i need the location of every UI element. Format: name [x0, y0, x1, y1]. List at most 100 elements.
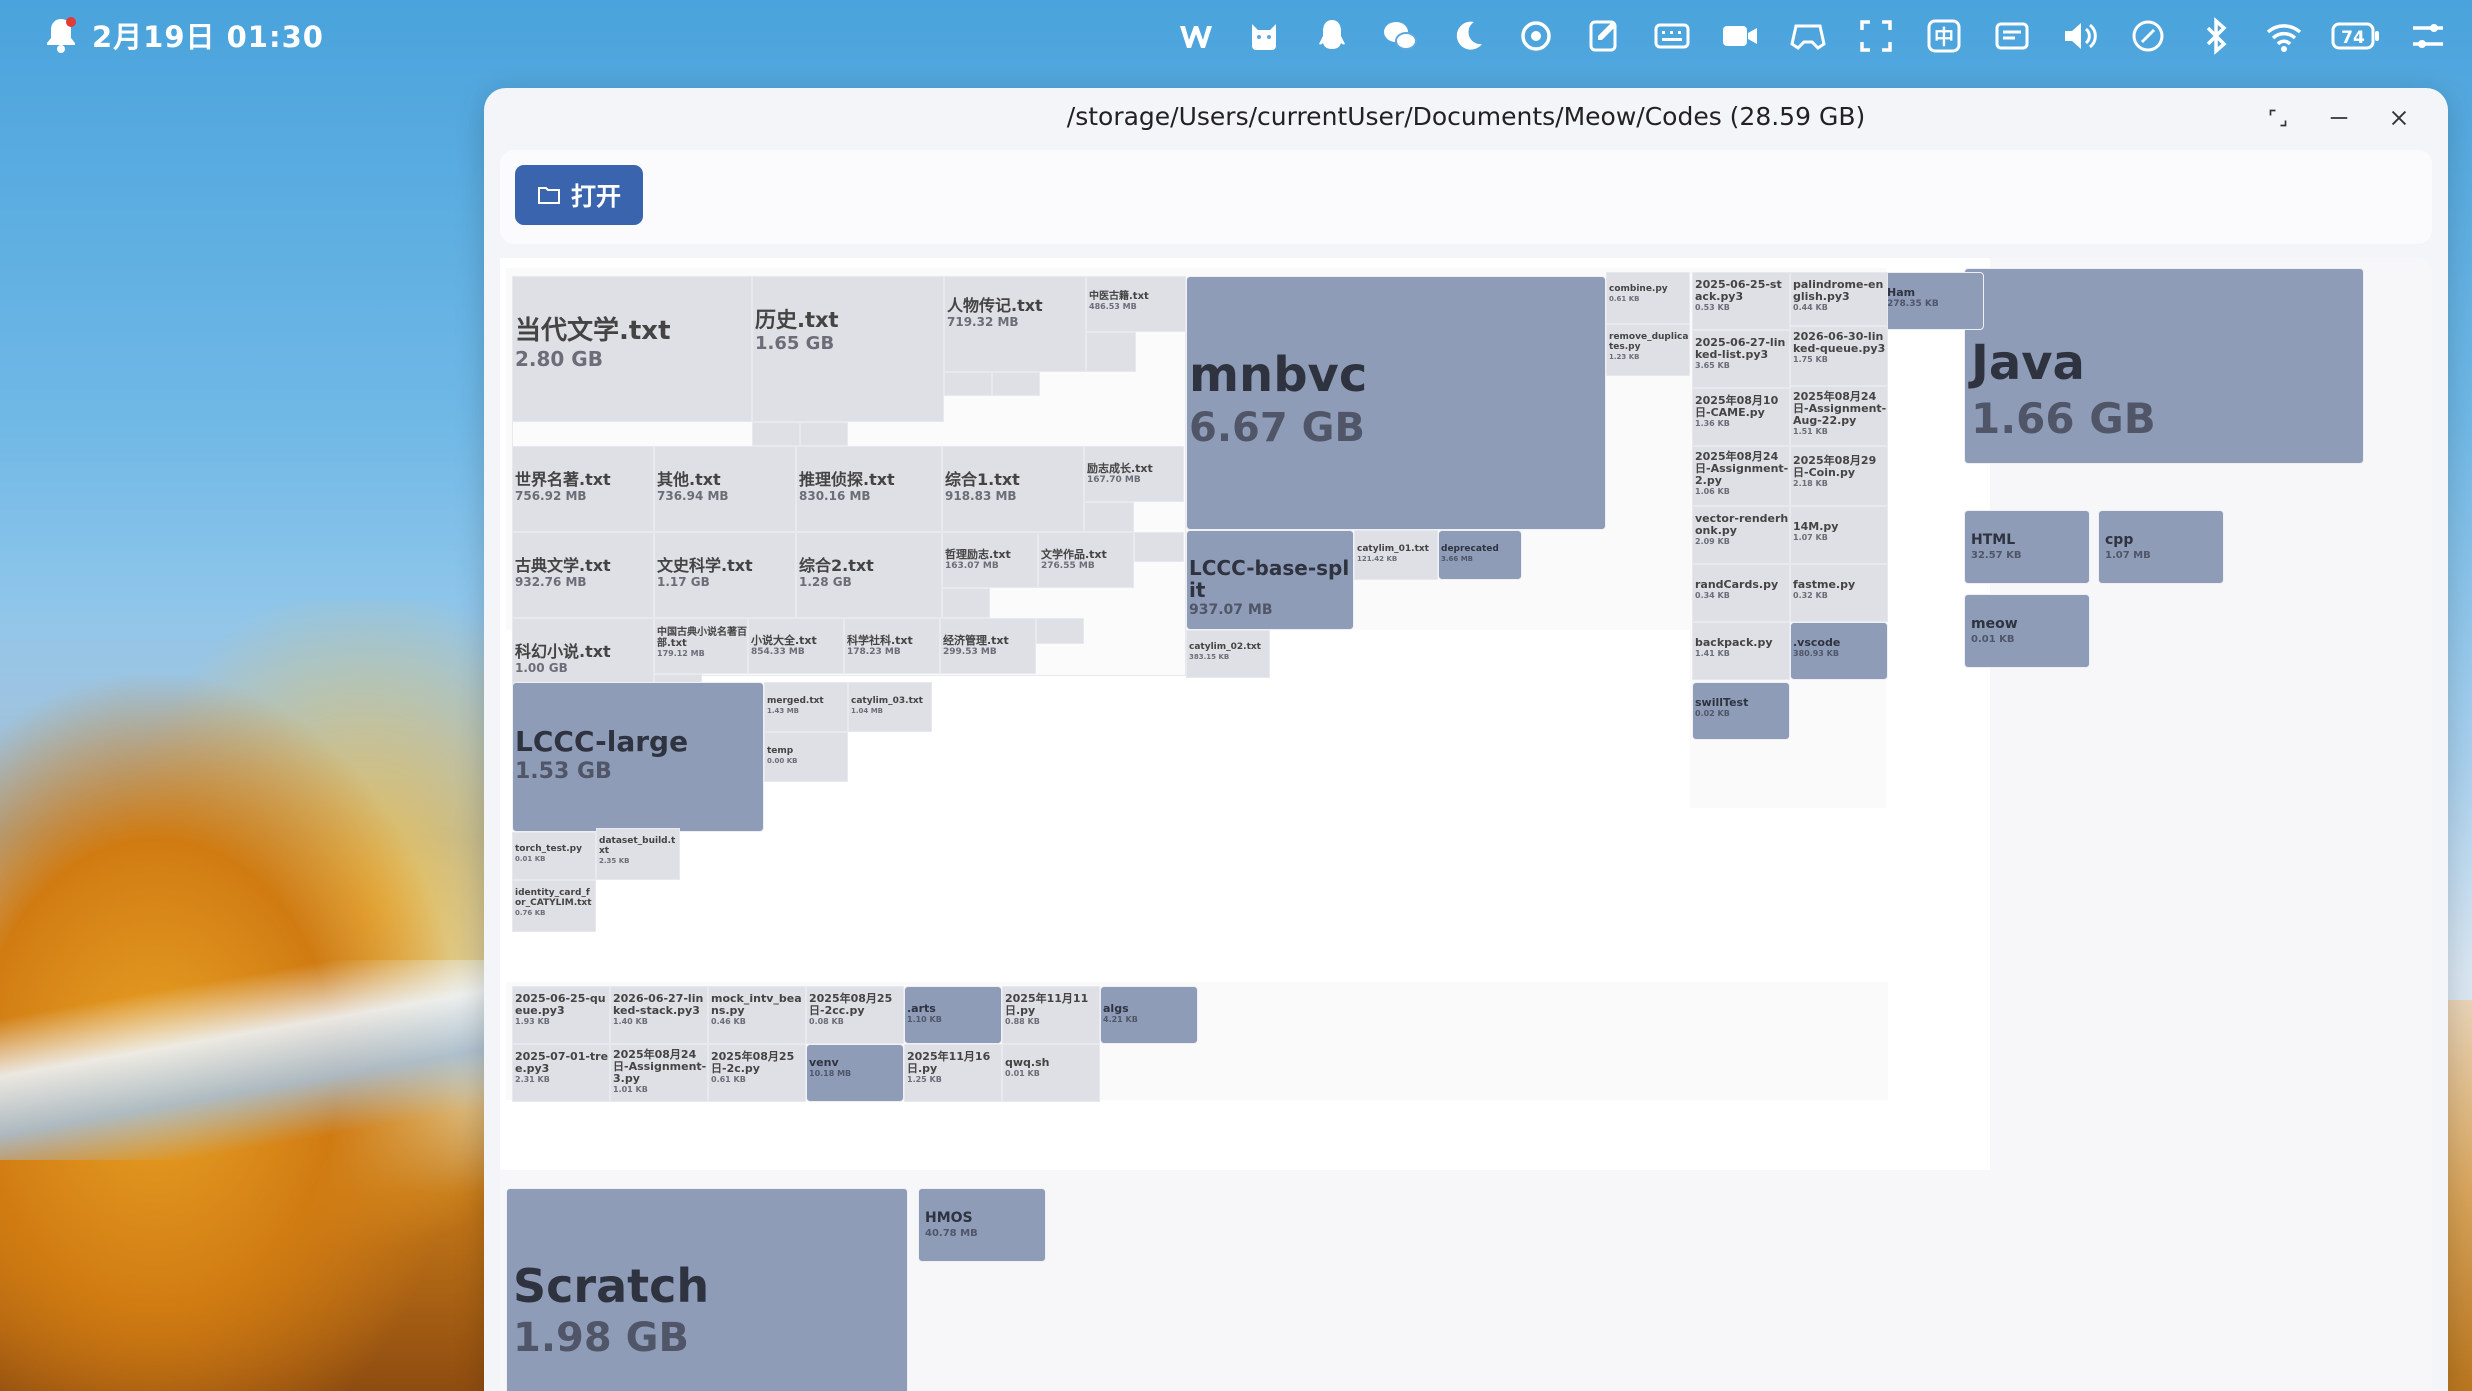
tm-dir-cpp[interactable]: cpp 1.07 MB [2098, 510, 2224, 584]
tm-dir-arts[interactable]: .arts 1.10 KB [904, 986, 1002, 1044]
input-method-icon[interactable] [1990, 14, 2034, 58]
tm-file-py[interactable]: vector-renderhonk.py 2.09 KB [1692, 506, 1790, 564]
tm-file-py[interactable]: fastme.py 0.32 KB [1790, 564, 1888, 622]
tm-file-remove-duplicates[interactable]: remove_duplicates.py 1.23 KB [1606, 324, 1690, 376]
tm-file-small[interactable] [942, 588, 990, 618]
tm-file-book[interactable]: 历史.txt 1.65 GB [752, 276, 944, 422]
close-icon[interactable] [2381, 100, 2417, 136]
tm-file-py[interactable]: palindrome-english.py3 0.44 KB [1790, 272, 1888, 326]
tm-file-small[interactable] [800, 422, 848, 446]
qq-icon[interactable] [1310, 14, 1354, 58]
tm-file-small[interactable] [992, 372, 1040, 396]
control-center-icon[interactable] [2406, 14, 2450, 58]
volume-icon[interactable] [2058, 14, 2102, 58]
tm-file-book[interactable]: 励志成长.txt 167.70 MB [1084, 446, 1184, 502]
tm-file-py[interactable]: 2025年11月11日.py 0.88 KB [1002, 986, 1100, 1044]
video-camera-icon[interactable] [1718, 14, 1762, 58]
tm-file-book[interactable]: 文史科学.txt 1.17 GB [654, 532, 796, 618]
tm-file-book[interactable]: 其他.txt 736.94 MB [654, 446, 796, 532]
tm-file-dataset-build[interactable]: dataset_build.txt 2.35 KB [596, 828, 680, 880]
tm-dir-mnbvc[interactable]: mnbvc 6.67 GB [1186, 276, 1606, 530]
gamepad-icon[interactable] [1786, 14, 1830, 58]
tm-file-catylim01[interactable]: catylim_01.txt 121.42 KB [1354, 530, 1438, 580]
tm-file-catylim03[interactable]: catylim_03.txt 1.04 MB [848, 682, 932, 732]
tm-file-book[interactable]: 中国古典小说名著百部.txt 179.12 MB [654, 618, 748, 674]
tm-file-py[interactable]: 2025年08月25日-2c.py 0.61 KB [708, 1044, 806, 1102]
tm-dir-lccc-large[interactable]: LCCC-large 1.53 GB [512, 682, 764, 832]
window-titlebar[interactable]: /storage/Users/currentUser/Documents/Meo… [484, 88, 2448, 144]
tm-file-identity-card[interactable]: identity_card_for_CATYLIM.txt 0.76 KB [512, 880, 596, 932]
tm-file-py[interactable]: 2025-06-27-linked-list.py3 3.65 KB [1692, 330, 1790, 388]
tm-dir-scratch[interactable]: Scratch 1.98 GB [506, 1188, 908, 1391]
tm-file-book[interactable]: 综合1.txt 918.83 MB [942, 446, 1084, 532]
cat-app-icon[interactable] [1242, 14, 1286, 58]
maximize-icon[interactable] [2260, 100, 2296, 136]
tm-dir-html[interactable]: HTML 32.57 KB [1964, 510, 2090, 584]
tm-file-combine[interactable]: combine.py 0.61 KB [1606, 272, 1690, 324]
tm-file-small[interactable] [752, 422, 800, 446]
tm-file-torch-test[interactable]: torch_test.py 0.01 KB [512, 832, 596, 880]
tm-file-py[interactable]: 2026-06-27-linked-stack.py3 1.40 KB [610, 986, 708, 1044]
nfc-icon[interactable] [2126, 14, 2170, 58]
wechat-icon[interactable] [1378, 14, 1422, 58]
tm-dir-algs[interactable]: algs 4.21 KB [1100, 986, 1198, 1044]
wifi-icon[interactable] [2262, 14, 2306, 58]
tm-dir-swilltest[interactable]: swillTest 0.02 KB [1692, 682, 1790, 740]
tm-file-book[interactable]: 人物传记.txt 719.32 MB [944, 276, 1086, 372]
keyboard-icon[interactable] [1650, 14, 1694, 58]
tm-file-book[interactable]: 哲理励志.txt 163.07 MB [942, 532, 1038, 588]
tm-file-py[interactable]: 2025年08月10日-CAME.py 1.36 KB [1692, 388, 1790, 446]
tm-file-catylim02[interactable]: catylim_02.txt 383.15 KB [1186, 630, 1270, 678]
tm-file-py[interactable]: 2025年08月25日-2cc.py 0.08 KB [806, 986, 904, 1044]
tm-file-small[interactable] [1134, 532, 1184, 562]
tm-file-book[interactable]: 科学社科.txt 178.23 MB [844, 618, 940, 674]
tm-file-py[interactable]: 2025-07-01-tree.py3 2.31 KB [512, 1044, 610, 1102]
tm-file-py[interactable]: 2025年11月16日.py 1.25 KB [904, 1044, 1002, 1102]
notification-bell-icon[interactable] [44, 15, 78, 55]
tm-file-py[interactable]: randCards.py 0.34 KB [1692, 564, 1790, 622]
tm-dir-meow[interactable]: meow 0.01 KB [1964, 594, 2090, 668]
tm-file-py[interactable]: mock_intv_beans.py 0.46 KB [708, 986, 806, 1044]
tm-file-py[interactable]: 14M.py 1.07 KB [1790, 506, 1888, 564]
tm-file-small[interactable] [944, 372, 992, 396]
tm-file-book[interactable]: 古典文学.txt 932.76 MB [512, 532, 654, 618]
screenshot-icon[interactable] [1854, 14, 1898, 58]
tm-dir-hmos[interactable]: HMOS 40.78 MB [918, 1188, 1046, 1262]
notes-icon[interactable] [1582, 14, 1626, 58]
tm-file-book[interactable]: 小说大全.txt 854.33 MB [748, 618, 844, 674]
moon-icon[interactable] [1446, 14, 1490, 58]
tm-file-merged[interactable]: merged.txt 1.43 MB [764, 682, 848, 732]
tm-file-py[interactable]: 2025年08月24日-Assignment-Aug-22.py 1.51 KB [1790, 386, 1888, 446]
tm-file-small[interactable] [1036, 618, 1084, 644]
tm-file-py[interactable]: 2025年08月24日-Assignment-3.py 1.01 KB [610, 1044, 708, 1102]
tm-file-book[interactable]: 经济管理.txt 299.53 MB [940, 618, 1036, 674]
tm-file-book[interactable]: 世界名著.txt 756.92 MB [512, 446, 654, 532]
bluetooth-icon[interactable] [2194, 14, 2238, 58]
tm-file-small[interactable] [1086, 332, 1136, 372]
tm-file-py[interactable]: backpack.py 1.41 KB [1692, 622, 1790, 680]
wps-icon[interactable] [1174, 14, 1218, 58]
tm-file-book[interactable]: 推理侦探.txt 830.16 MB [796, 446, 942, 532]
tm-file-book[interactable]: 综合2.txt 1.28 GB [796, 532, 942, 618]
tm-dir-java[interactable]: Java 1.66 GB [1964, 268, 2364, 464]
tm-file-sh[interactable]: qwq.sh 0.01 KB [1002, 1044, 1100, 1102]
tm-dir-deprecated[interactable]: deprecated 3.66 MB [1438, 530, 1522, 580]
settings-badge-icon[interactable] [1514, 14, 1558, 58]
minimize-icon[interactable] [2321, 100, 2357, 136]
tm-file-py[interactable]: 2025-06-25-stack.py3 0.53 KB [1692, 272, 1790, 330]
open-button[interactable]: 打开 [515, 165, 643, 225]
tm-file-py[interactable]: 2025年08月24日-Assignment-2.py 1.06 KB [1692, 446, 1790, 506]
tm-file-book[interactable]: 当代文学.txt 2.80 GB [512, 276, 752, 422]
tm-file-temp[interactable]: temp 0.00 KB [764, 732, 848, 782]
tm-file-py[interactable]: 2025年08月29日-Coin.py 2.18 KB [1790, 446, 1888, 506]
tm-file-py[interactable]: 2025-06-25-queue.py3 1.93 KB [512, 986, 610, 1044]
ime-chinese-icon[interactable]: 中 [1922, 14, 1966, 58]
tm-file-py[interactable]: 2026-06-30-linked-queue.py3 1.75 KB [1790, 326, 1888, 386]
tm-file-book[interactable]: 中医古籍.txt 486.53 MB [1086, 276, 1186, 332]
tm-file-book[interactable]: 文学作品.txt 276.55 MB [1038, 532, 1134, 588]
tm-dir-venv[interactable]: venv 10.18 MB [806, 1044, 904, 1102]
tm-file-small[interactable] [1084, 502, 1134, 532]
tm-dir-vscode[interactable]: .vscode 380.93 KB [1790, 622, 1888, 680]
tm-dir-ham[interactable]: Ham 278.35 KB [1882, 272, 1984, 330]
tm-dir-lccc-base-split[interactable]: LCCC-base-split 937.07 MB [1186, 530, 1354, 630]
